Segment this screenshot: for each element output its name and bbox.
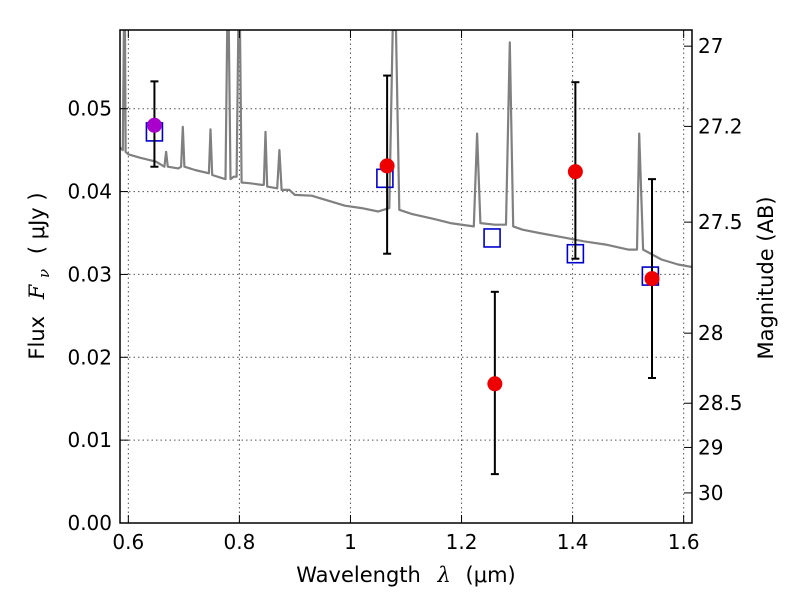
spectrum-line <box>120 30 692 269</box>
observed-point <box>379 158 395 174</box>
x-axis-label: Wavelength λ (μm) <box>296 563 515 587</box>
y-tick-label: 0.00 <box>67 511 112 535</box>
magnitude-tick-label: 28 <box>698 321 723 345</box>
y-axis-label-unit: ( μJy ) <box>25 192 49 254</box>
observed-point <box>644 271 660 287</box>
magnitude-tick-label: 27 <box>698 34 723 58</box>
magnitude-tick-label: 27.5 <box>698 210 743 234</box>
y-tick-label: 0.01 <box>67 428 112 452</box>
y-axis-label-symbol: F <box>25 283 49 300</box>
x-axis-label-symbol: λ <box>437 563 451 587</box>
x-axis-label-unit: (μm) <box>466 563 516 587</box>
y-tick-label: 0.03 <box>67 262 112 286</box>
y-tick-label: 0.05 <box>67 97 112 121</box>
magnitude-tick-label: 29 <box>698 435 723 459</box>
magnitude-tick-label: 27.2 <box>698 114 743 138</box>
observed-photometry-layer <box>146 74 660 476</box>
magnitude-tick-label: 30 <box>698 481 723 505</box>
plot-frame <box>119 29 693 524</box>
observed-point <box>567 164 583 180</box>
magnitude-tick-label: 28.5 <box>698 391 743 415</box>
x-tick-label: 1.2 <box>446 530 478 554</box>
magnitude-axis-ticks: 27 27.2 27.5 28 28.5 29 30 <box>684 34 743 505</box>
x-tick-label: 1 <box>344 530 357 554</box>
y-tick-label: 0.02 <box>67 345 112 369</box>
y-axis-ticks: 0.00 0.01 0.02 0.03 0.04 0.05 <box>67 97 128 535</box>
x-tick-label: 1.6 <box>668 530 700 554</box>
x-tick-label: 1.4 <box>557 530 589 554</box>
x-axis-ticks: 0.6 0.8 1 1.2 1.4 1.6 <box>112 30 700 554</box>
observed-point-highlight <box>146 117 162 133</box>
magnitude-axis-label: Magnitude (AB) <box>754 196 778 359</box>
model-photometry-layer <box>145 122 660 286</box>
observed-point <box>487 376 503 392</box>
y-axis-label-text: Flux <box>25 316 49 360</box>
grid-lines <box>120 30 692 523</box>
y-axis-label-subscript: ν <box>35 269 53 278</box>
x-tick-label: 0.6 <box>112 530 144 554</box>
y-tick-label: 0.04 <box>67 180 112 204</box>
x-tick-label: 0.8 <box>223 530 255 554</box>
model-photometry-square <box>483 228 501 248</box>
spectrum-layer <box>120 30 692 269</box>
x-axis-label-text: Wavelength <box>296 563 421 587</box>
y-axis-label: Flux F ν ( μJy ) <box>25 192 54 359</box>
